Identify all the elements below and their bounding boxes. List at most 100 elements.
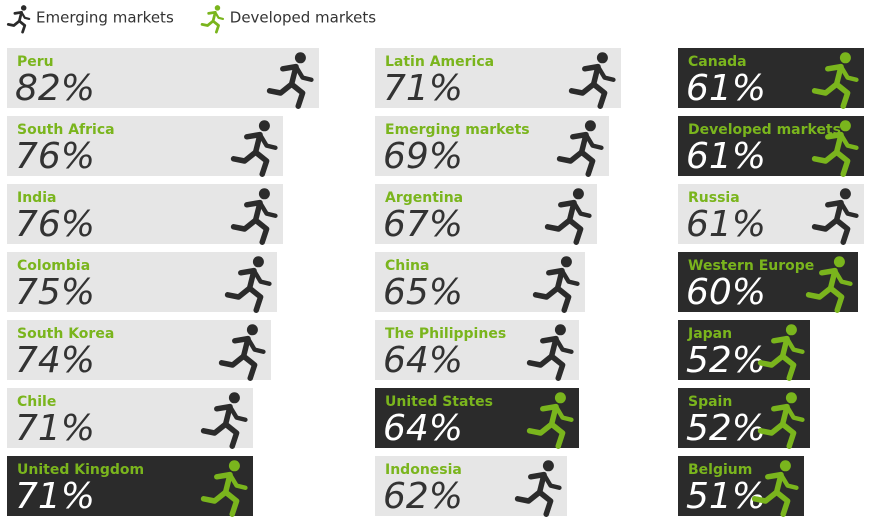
runner-arm: [838, 132, 859, 150]
legend-label: Developed markets: [230, 9, 377, 27]
runner-arm: [251, 268, 272, 286]
runner-leg: [266, 81, 295, 96]
value-label: 64%: [383, 408, 463, 449]
runner-head: [228, 392, 240, 404]
bar: [7, 456, 253, 516]
runner-head: [228, 460, 240, 472]
runner-arm: [595, 64, 616, 82]
runner-head: [785, 324, 797, 336]
bar: [7, 184, 283, 244]
runner-head: [584, 120, 596, 132]
runner-leg: [544, 217, 573, 232]
value-label: 61%: [686, 136, 766, 177]
runner-head: [596, 52, 608, 64]
runner-arm: [838, 64, 859, 82]
value-label: 71%: [15, 476, 95, 517]
runner-arm: [257, 200, 278, 218]
bar: [375, 252, 585, 312]
runner-icon: [811, 188, 859, 245]
bar: [7, 48, 319, 108]
value-label: 82%: [15, 68, 95, 109]
runner-leg: [218, 353, 247, 368]
runner-leg: [757, 353, 786, 368]
category-label: Russia: [688, 190, 740, 206]
bar: [7, 116, 283, 176]
runner-head: [246, 324, 258, 336]
category-label: Colombia: [17, 258, 90, 274]
runner-head: [560, 256, 572, 268]
runner-icon: [811, 120, 859, 177]
value-label: 69%: [383, 136, 463, 177]
runner-head: [258, 120, 270, 132]
value-label: 62%: [383, 476, 463, 517]
runner-leg: [6, 19, 21, 27]
runner-icon: [568, 52, 616, 109]
runner-arm: [293, 64, 314, 82]
runner-leg: [200, 19, 215, 27]
runner-arm: [227, 404, 248, 422]
category-label: Spain: [688, 394, 732, 410]
runner-leg: [532, 285, 561, 300]
category-label: Belgium: [688, 462, 752, 478]
runner-leg: [757, 421, 786, 436]
runner-icon: [556, 120, 604, 177]
bar: [678, 184, 864, 244]
value-label: 52%: [686, 408, 766, 449]
runner-leg: [568, 81, 597, 96]
category-label: Western Europe: [688, 258, 814, 274]
category-label: South Korea: [17, 326, 114, 342]
bar: [375, 456, 567, 516]
runner-icon: [200, 5, 225, 34]
category-label: Developed markets: [688, 122, 841, 138]
value-label: 51%: [686, 476, 766, 517]
bar: [375, 388, 579, 448]
runner-icon: [751, 460, 799, 517]
value-label: 67%: [383, 204, 463, 245]
runner-head: [258, 188, 270, 200]
runner-head: [542, 460, 554, 472]
category-label: Peru: [17, 54, 54, 70]
category-label: Chile: [17, 394, 56, 410]
value-label: 76%: [15, 136, 95, 177]
bar: [7, 320, 271, 380]
runner-icon: [218, 324, 266, 381]
value-label: 74%: [15, 340, 95, 381]
runner-arm: [553, 404, 574, 422]
runner-icon: [526, 392, 574, 449]
runner-icon: [224, 256, 272, 313]
runner-arm: [784, 336, 805, 354]
runner-icon: [757, 392, 805, 449]
category-label: China: [385, 258, 429, 274]
runner-icon: [526, 324, 574, 381]
value-label: 71%: [383, 68, 463, 109]
runner-icon: [811, 52, 859, 109]
category-label: United States: [385, 394, 493, 410]
runner-icon: [757, 324, 805, 381]
runner-arm: [257, 132, 278, 150]
runner-head: [839, 52, 851, 64]
runner-arm: [778, 472, 799, 490]
runner-arm: [583, 132, 604, 150]
runner-head: [785, 392, 797, 404]
category-label: India: [17, 190, 56, 206]
runner-leg: [751, 489, 780, 504]
category-label: United Kingdom: [17, 462, 144, 478]
category-label: Emerging markets: [385, 122, 530, 138]
runner-arm: [784, 404, 805, 422]
runner-arm: [832, 268, 853, 286]
bar: [375, 184, 597, 244]
bar: [678, 116, 864, 176]
runner-leg: [200, 421, 229, 436]
bar: [678, 48, 864, 108]
runner-head: [833, 256, 845, 268]
runner-leg: [230, 217, 259, 232]
value-label: 65%: [383, 272, 463, 313]
value-label: 52%: [686, 340, 766, 381]
runner-leg: [514, 489, 543, 504]
runner-leg: [805, 285, 834, 300]
runner-arm: [559, 268, 580, 286]
category-label: Indonesia: [385, 462, 462, 478]
runner-icon: [532, 256, 580, 313]
runner-head: [779, 460, 791, 472]
